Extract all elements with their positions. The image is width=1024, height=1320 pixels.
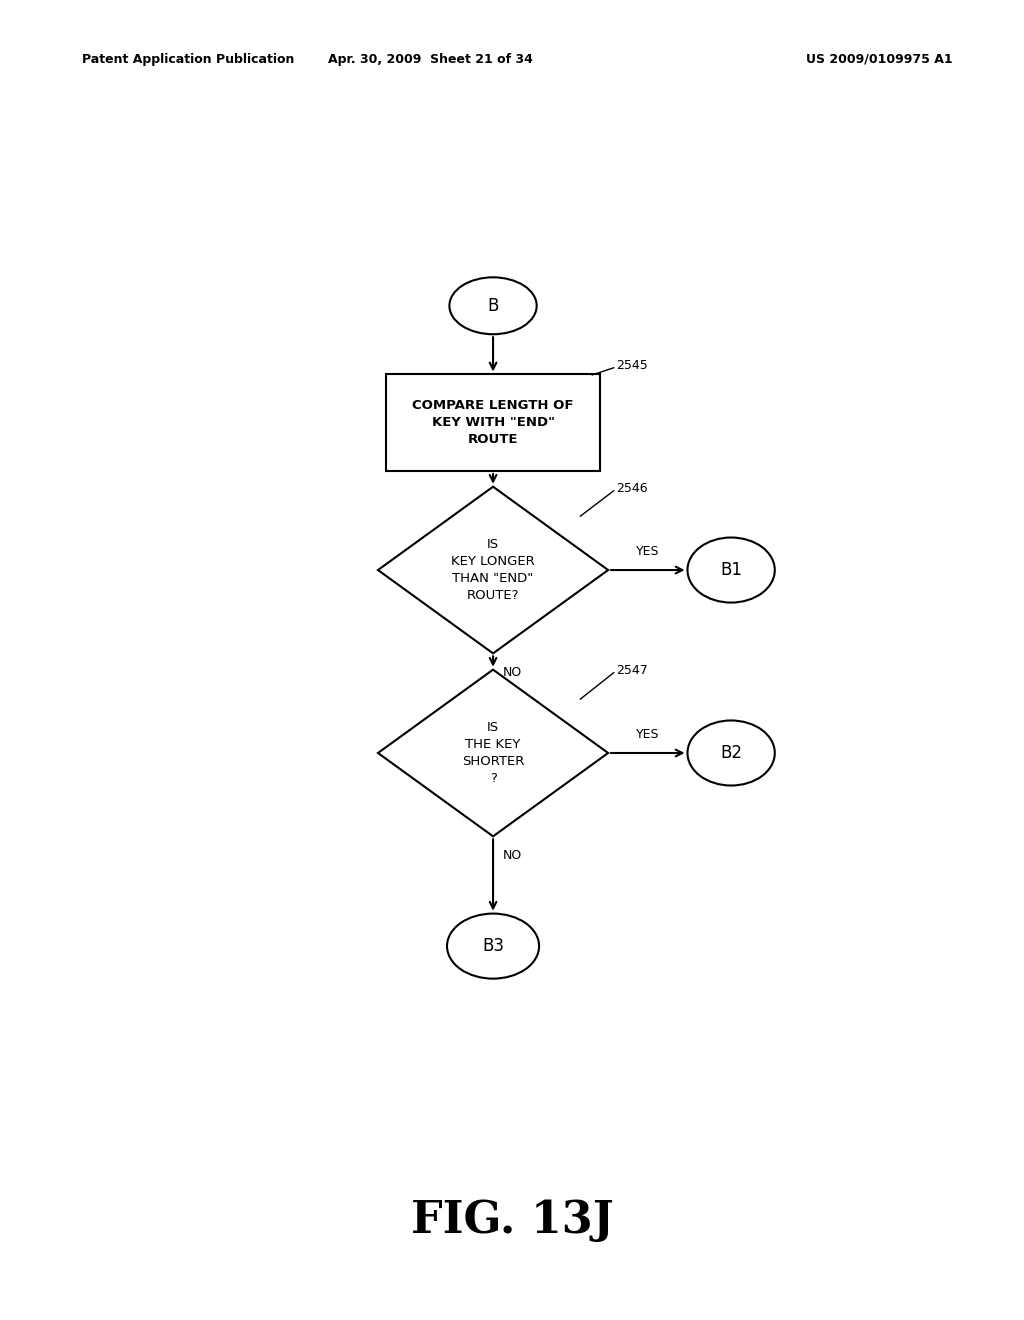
Text: IS
KEY LONGER
THAN "END"
ROUTE?: IS KEY LONGER THAN "END" ROUTE? (452, 539, 535, 602)
Text: NO: NO (503, 665, 522, 678)
Text: 2545: 2545 (616, 359, 648, 372)
Text: US 2009/0109975 A1: US 2009/0109975 A1 (806, 53, 952, 66)
Text: COMPARE LENGTH OF
KEY WITH "END"
ROUTE: COMPARE LENGTH OF KEY WITH "END" ROUTE (413, 399, 573, 446)
Text: Patent Application Publication: Patent Application Publication (82, 53, 294, 66)
Text: B: B (487, 297, 499, 314)
Text: B3: B3 (482, 937, 504, 956)
Bar (386, 375, 600, 471)
Text: Apr. 30, 2009  Sheet 21 of 34: Apr. 30, 2009 Sheet 21 of 34 (328, 53, 532, 66)
Text: B2: B2 (720, 744, 742, 762)
Text: IS
THE KEY
SHORTER
?: IS THE KEY SHORTER ? (462, 721, 524, 785)
Text: B1: B1 (720, 561, 742, 579)
Text: 2547: 2547 (616, 664, 648, 677)
Text: FIG. 13J: FIG. 13J (411, 1200, 613, 1242)
Text: YES: YES (636, 727, 659, 741)
Text: YES: YES (636, 545, 659, 558)
Text: NO: NO (503, 849, 522, 862)
Text: 2546: 2546 (616, 482, 648, 495)
